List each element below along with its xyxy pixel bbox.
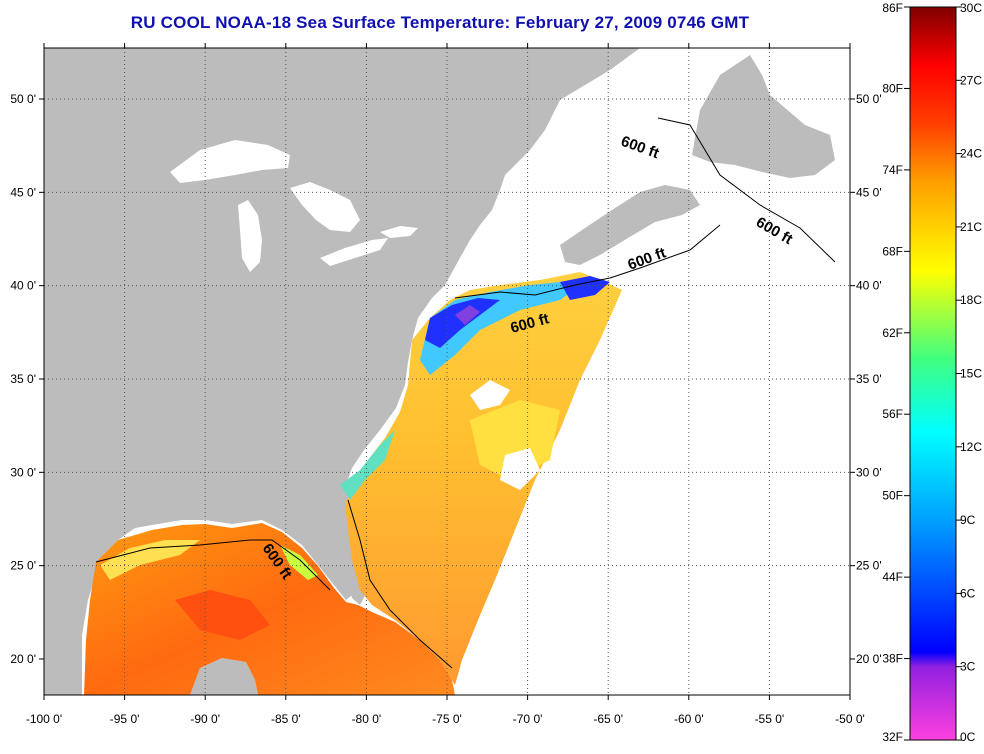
lake-huron — [290, 182, 360, 232]
colorbar-fahrenheit-label: 80F — [882, 81, 903, 95]
colorbar-celsius-label: 21C — [960, 220, 982, 234]
lon-tick-label: -60 0' — [674, 712, 704, 726]
colorbar-fahrenheit-label: 86F — [882, 1, 903, 15]
colorbar-fahrenheit-label: 32F — [882, 730, 903, 744]
colorbar-fahrenheit-label: 44F — [882, 570, 903, 584]
land-maritimes — [560, 185, 700, 265]
lon-tick-label: -90 0' — [190, 712, 220, 726]
lat-tick-label-right: 35 0' — [856, 372, 882, 386]
lat-tick-label-right: 25 0' — [856, 559, 882, 573]
colorbar-celsius-label: 27C — [960, 73, 982, 87]
lon-tick-label: -85 0' — [271, 712, 301, 726]
lat-tick-label-left: 50 0' — [10, 92, 36, 106]
colorbar-celsius-label: 30C — [960, 1, 982, 15]
colorbar-celsius-label: 0C — [960, 730, 976, 744]
land-mass-north-america — [44, 48, 640, 695]
colorbar-fahrenheit-label: 38F — [882, 652, 903, 666]
lat-tick-label-left: 25 0' — [10, 559, 36, 573]
atlantic-sst — [345, 272, 622, 685]
colorbar-fahrenheit-label: 74F — [882, 163, 903, 177]
lake-ontario — [380, 226, 418, 238]
colorbar-gradient — [909, 6, 957, 741]
lake-michigan — [238, 200, 262, 272]
colorbar-celsius-label: 24C — [960, 147, 982, 161]
lon-tick-label: -75 0' — [432, 712, 462, 726]
lon-tick-label: -55 0' — [755, 712, 785, 726]
lake-erie — [320, 238, 388, 266]
colorbar-celsius-label: 15C — [960, 367, 982, 381]
map-title: RU COOL NOAA-18 Sea Surface Temperature:… — [130, 13, 750, 32]
land-yucatan — [190, 658, 258, 695]
lon-tick-label: -65 0' — [593, 712, 623, 726]
colorbar-fahrenheit-label: 56F — [882, 407, 903, 421]
colorbar-fahrenheit-label: 50F — [882, 489, 903, 503]
lon-tick-label: -100 0' — [26, 712, 62, 726]
land-newfoundland — [692, 55, 835, 178]
colorbar-fahrenheit-label: 62F — [882, 326, 903, 340]
lat-tick-label-right: 50 0' — [856, 92, 882, 106]
lat-tick-label-right: 45 0' — [856, 185, 882, 199]
lon-tick-label: -50 0' — [835, 712, 865, 726]
colorbar-celsius-label: 9C — [960, 513, 976, 527]
lon-tick-label: -95 0' — [110, 712, 140, 726]
lat-tick-label-left: 45 0' — [10, 185, 36, 199]
lat-tick-label-right: 40 0' — [856, 279, 882, 293]
colorbar-celsius-label: 3C — [960, 660, 976, 674]
lon-tick-label: -80 0' — [352, 712, 382, 726]
colorbar-fahrenheit-label: 68F — [882, 244, 903, 258]
lat-tick-label-right: 30 0' — [856, 465, 882, 479]
lat-tick-label-left: 30 0' — [10, 465, 36, 479]
colorbar-celsius-label: 12C — [960, 440, 982, 454]
lat-tick-label-left: 20 0' — [10, 652, 36, 666]
lake-superior — [170, 140, 290, 183]
lat-tick-label-left: 35 0' — [10, 372, 36, 386]
lat-tick-label-right: 20 0' — [856, 652, 882, 666]
colorbar-celsius-label: 6C — [960, 586, 976, 600]
lat-tick-label-left: 40 0' — [10, 279, 36, 293]
gulf-st-lawrence — [470, 85, 690, 255]
lon-tick-label: -70 0' — [513, 712, 543, 726]
colorbar-celsius-label: 18C — [960, 293, 982, 307]
